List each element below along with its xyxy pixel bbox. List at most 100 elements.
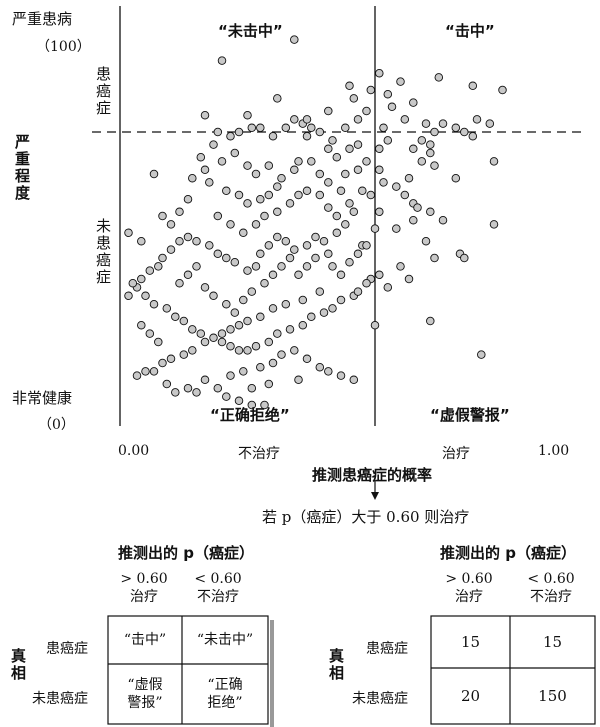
data-point — [226, 341, 235, 351]
data-point — [243, 346, 252, 355]
data-point — [243, 316, 252, 326]
data-point — [247, 123, 257, 133]
data-point — [175, 236, 184, 246]
data-point — [341, 169, 350, 179]
y-bottom-value: （0） — [38, 417, 75, 433]
data-point — [277, 262, 286, 271]
data-point — [396, 262, 405, 271]
x-axis-label: 推测患癌症的概率 — [312, 466, 433, 484]
threshold-arrow — [371, 480, 379, 500]
table2-cell-correct-rejection: 150 — [538, 687, 567, 705]
data-point — [209, 140, 218, 149]
data-point — [426, 148, 435, 158]
data-point — [430, 253, 439, 263]
data-point — [426, 316, 435, 326]
data-point — [417, 136, 427, 145]
data-point — [213, 383, 223, 393]
data-point — [302, 354, 312, 364]
data-point — [468, 131, 478, 141]
data-point — [328, 304, 337, 313]
data-point — [328, 136, 337, 145]
data-point — [175, 278, 184, 288]
data-point — [243, 199, 252, 208]
data-point — [230, 257, 240, 267]
data-point — [341, 123, 350, 133]
data-point — [128, 278, 138, 288]
data-point — [234, 127, 244, 137]
quadrant-label-bottom-right: “虚假警报” — [430, 406, 510, 424]
data-point — [209, 333, 218, 343]
data-point — [260, 211, 269, 221]
data-point — [302, 186, 312, 196]
data-point — [264, 241, 274, 250]
data-point — [124, 228, 133, 238]
data-point — [226, 220, 235, 229]
data-point — [145, 266, 155, 275]
data-point — [392, 182, 401, 191]
data-point — [137, 320, 146, 330]
data-point — [324, 249, 333, 259]
data-point — [154, 337, 163, 347]
data-point — [302, 241, 312, 250]
data-point — [366, 85, 376, 95]
data-point — [315, 287, 325, 296]
table2-cell-false-alarm: 20 — [460, 687, 481, 705]
data-point — [239, 295, 248, 305]
data-point — [149, 299, 159, 309]
data-point — [362, 241, 371, 250]
y-upper-region-label: 患癌症 — [94, 66, 112, 117]
data-point — [256, 194, 265, 204]
data-point — [345, 81, 354, 91]
data-point — [426, 207, 435, 217]
data-point — [358, 186, 367, 196]
table1-col1-threshold: > 0.60 — [120, 571, 168, 587]
data-point — [294, 270, 303, 280]
data-point — [307, 157, 316, 166]
data-point — [234, 396, 244, 406]
data-point — [409, 144, 418, 154]
data-point — [319, 236, 329, 246]
data-point — [332, 152, 342, 162]
data-point — [375, 270, 384, 280]
quadrant-label-bottom-left: “正确拒绝” — [210, 406, 290, 424]
data-point — [379, 123, 388, 133]
data-point — [336, 186, 346, 196]
data-point — [375, 207, 384, 217]
data-point — [353, 165, 363, 175]
data-point — [438, 119, 448, 128]
data-point — [451, 123, 461, 133]
y-lower-region-label: 未患癌症 — [94, 218, 112, 286]
data-point — [264, 161, 274, 170]
data-point — [141, 291, 150, 301]
scatter-plot — [92, 6, 582, 500]
table2-truth-label: 真相 — [327, 648, 345, 682]
data-point — [379, 178, 388, 187]
data-point — [362, 106, 371, 116]
data-point — [264, 379, 274, 389]
data-point — [251, 169, 261, 179]
table2-col2-header: < 0.60 不治疗 — [516, 570, 586, 606]
data-point — [294, 190, 303, 200]
data-point — [217, 56, 227, 65]
data-point — [460, 253, 469, 263]
data-point — [268, 131, 278, 141]
data-point — [260, 278, 269, 288]
table2-col1-threshold: > 0.60 — [445, 571, 493, 587]
y-axis-label: 严重程度 — [13, 134, 31, 202]
data-point — [417, 157, 427, 166]
data-point — [307, 312, 316, 322]
data-point — [154, 262, 163, 271]
data-point — [285, 253, 295, 263]
data-point — [319, 308, 329, 317]
data-point — [409, 215, 418, 225]
data-point — [243, 266, 252, 275]
data-point — [489, 220, 499, 229]
data-point — [217, 329, 227, 338]
data-point — [311, 232, 320, 242]
data-point — [268, 270, 278, 280]
data-point — [209, 291, 218, 301]
data-point — [421, 236, 431, 246]
data-point — [264, 190, 274, 200]
data-point — [290, 346, 299, 355]
